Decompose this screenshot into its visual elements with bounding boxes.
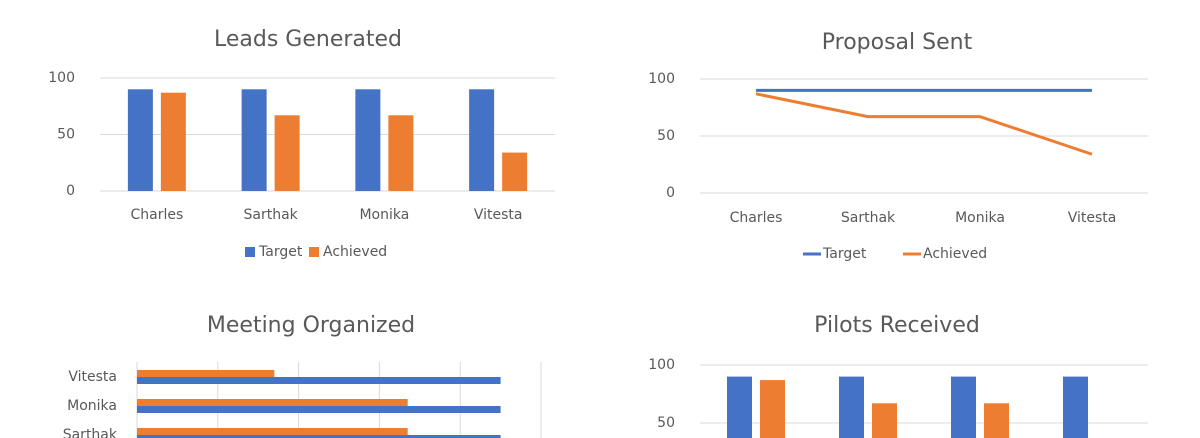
chart: Meeting Organized Vitesta Monika Sarthak [63, 313, 542, 438]
x-tick-label: Monika [955, 210, 1005, 226]
bar [274, 115, 300, 191]
legend-swatch [245, 247, 255, 257]
x-tick-label: Sarthak [841, 210, 896, 226]
bar [137, 370, 275, 377]
y-tick-label: Vitesta [68, 369, 117, 385]
bar [355, 89, 381, 191]
x-tick-label: Charles [130, 207, 183, 223]
x-tick-label: Charles [730, 210, 783, 226]
x-tick-label: Monika [359, 207, 409, 223]
chart-title: Proposal Sent [822, 30, 973, 55]
bar [160, 92, 186, 191]
chart-title: Meeting Organized [207, 313, 415, 338]
y-tick-label: 50 [657, 128, 675, 144]
y-tick-label: 100 [648, 357, 675, 373]
y-tick-label: 0 [666, 185, 675, 201]
bar [984, 403, 1009, 438]
legend-label: Target [822, 246, 867, 262]
y-tick-label: Monika [67, 398, 117, 414]
bar [1063, 376, 1088, 438]
bar [137, 428, 408, 435]
legend-swatch [309, 247, 319, 257]
bar [469, 89, 495, 191]
chart: Proposal Sent 0 50 100 Charles Sarthak Monika V… [648, 30, 1148, 262]
chart: Pilots Received 50 100 [648, 313, 1148, 438]
bar [872, 403, 897, 438]
legend-label: Target [258, 244, 303, 260]
y-tick-label: 100 [648, 71, 675, 87]
bar [137, 377, 501, 384]
chart: Leads Generated 0 50 100 Charles Sarthak Monik… [48, 27, 555, 260]
bar [137, 406, 501, 413]
line [755, 92, 1093, 156]
chart-title: Pilots Received [814, 313, 980, 338]
legend-label: Achieved [923, 246, 987, 262]
bar [760, 380, 785, 438]
bar [951, 376, 976, 438]
bar [137, 399, 408, 406]
x-tick-label: Vitesta [474, 207, 523, 223]
bar [137, 435, 501, 438]
bar [127, 89, 153, 191]
x-tick-label: Sarthak [243, 207, 298, 223]
chart-title: Leads Generated [214, 27, 402, 52]
bar [241, 89, 267, 191]
y-tick-label: 50 [657, 415, 675, 431]
y-tick-label: Sarthak [63, 427, 118, 438]
bar [388, 115, 414, 191]
bar [839, 376, 864, 438]
y-tick-label: 50 [57, 127, 75, 143]
bar [502, 152, 528, 191]
x-tick-label: Vitesta [1068, 210, 1117, 226]
y-tick-label: 100 [48, 70, 75, 86]
bar [727, 376, 752, 438]
legend-label: Achieved [323, 244, 387, 260]
y-tick-label: 0 [66, 183, 75, 199]
